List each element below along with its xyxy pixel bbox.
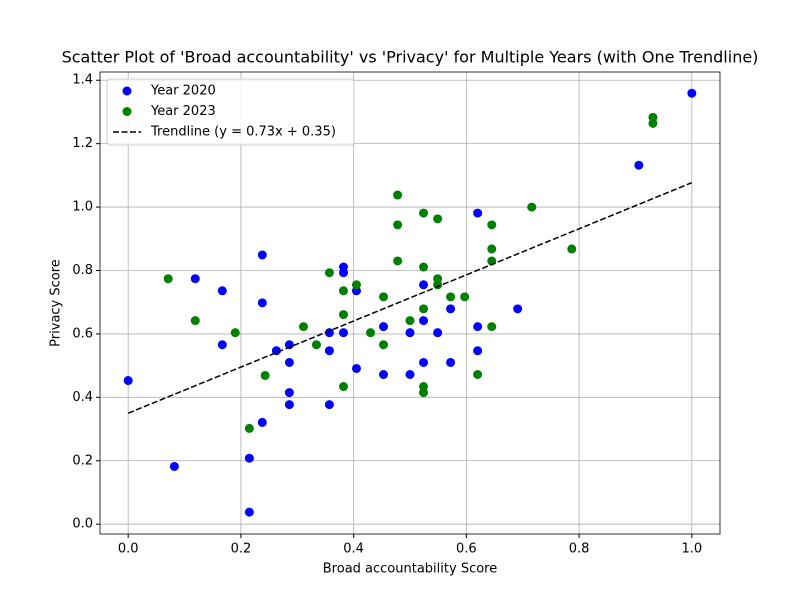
scatter-point [634,160,644,170]
scatter-point [648,118,658,128]
x-tick-label: 0.6 [456,542,477,557]
scatter-point [123,376,133,386]
scatter-point [513,304,523,314]
legend-box [106,78,355,146]
scatter-point [473,208,483,218]
scatter-point [284,388,294,398]
x-tick-label: 0.0 [118,542,139,557]
legend-swatch [122,107,132,116]
scatter-point [419,316,429,326]
x-tick-label: 1.0 [681,542,702,557]
scatter-point [244,453,254,463]
scatter-point [217,340,227,350]
scatter-point [338,310,348,320]
scatter-point [244,423,254,433]
scatter-point [393,256,403,266]
scatter-point [230,328,240,338]
scatter-point [393,190,403,200]
y-tick-label: 0.8 [72,263,93,278]
scatter-point [419,388,429,398]
scatter-point [298,322,308,332]
scatter-point [419,262,429,272]
scatter-point [338,382,348,392]
legend-label: Trendline (y = 0.73x + 0.35) [150,125,336,140]
scatter-point [190,274,200,284]
x-axis-label: Broad accountability Score [323,562,497,577]
y-tick-label: 0.6 [72,326,93,341]
scatter-point [244,507,254,517]
y-tick-label: 1.0 [72,200,93,215]
scatter-point [284,400,294,410]
scatter-point [351,280,361,290]
scatter-point [405,316,415,326]
legend-swatch [122,86,132,96]
plot-frame [99,71,721,535]
scatter-point [446,304,456,314]
scatter-point [433,328,443,338]
scatter-point [257,250,267,260]
scatter-point [405,370,415,380]
scatter-point [446,357,456,367]
trendline [127,181,693,414]
scatter-point [567,244,577,254]
scatter-point [473,346,483,356]
scatter-point [419,304,429,314]
scatter-point [338,286,348,296]
scatter-point [487,322,497,332]
scatter-point [338,268,348,278]
scatter-point [217,286,227,296]
scatter-point [379,370,389,380]
scatter-point [169,461,179,471]
scatter-point [419,208,429,218]
legend-label: Year 2020 [150,84,216,99]
scatter-point [433,280,443,290]
legend-label: Year 2023 [150,104,216,119]
scatter-point [338,328,348,338]
scatter-point [433,214,443,224]
scatter-point [366,328,376,338]
scatter-point [324,328,334,338]
scatter-point [260,370,270,380]
scatter-point [163,274,173,284]
y-tick-label: 0.0 [72,517,93,532]
chart-title: Scatter Plot of 'Broad accountability' v… [62,48,759,67]
scatter-point [473,370,483,380]
scatter-point [324,346,334,356]
scatter-point [419,357,429,367]
x-tick-label: 0.8 [569,542,590,557]
scatter-point [527,202,537,212]
scatter-point [351,363,361,373]
y-tick-label: 0.4 [72,390,93,405]
scatter-point [446,292,456,302]
scatter-point [473,322,483,332]
scatter-point [257,298,267,308]
y-tick-label: 1.2 [72,136,93,151]
scatter-point [257,417,267,427]
scatter-point [284,340,294,350]
x-tick-label: 0.2 [231,542,252,557]
scatter-point [687,88,697,98]
scatter-point [487,220,497,230]
scatter-point [460,292,470,302]
scatter-point [324,268,334,278]
scatter-point [393,220,403,230]
scatter-point [405,328,415,338]
y-tick-label: 0.2 [72,453,93,468]
scatter-point [419,280,429,290]
scatter-point [487,244,497,254]
y-tick-label: 1.4 [72,73,93,88]
scatter-point [379,322,389,332]
scatter-point [324,400,334,410]
scatter-point [379,340,389,350]
scatter-point [311,340,321,350]
scatter-point [190,316,200,326]
x-tick-label: 0.4 [343,542,364,557]
scatter-point [284,357,294,367]
y-axis-label: Privacy Score [49,259,64,347]
scatter-point [379,292,389,302]
